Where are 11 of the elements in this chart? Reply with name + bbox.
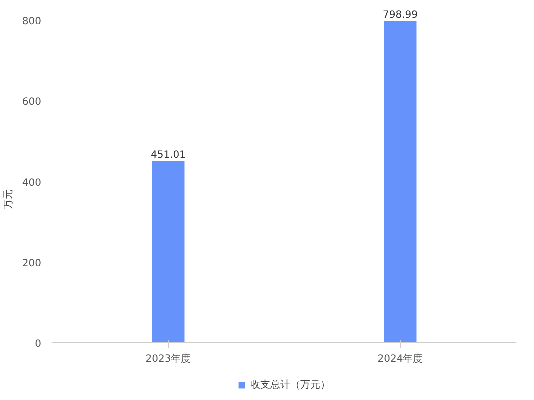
y-tick-label: 200	[22, 258, 42, 270]
y-axis-title: 万元	[3, 190, 14, 210]
data-label: 451.01	[151, 150, 186, 162]
legend-label: 收支总计（万元）	[250, 378, 330, 392]
y-tick-label: 400	[22, 178, 42, 189]
data-label: 798.99	[383, 10, 418, 22]
y-tick-label: 600	[22, 97, 42, 108]
y-tick-label: 800	[22, 16, 42, 28]
x-tick-label: 2023年度	[146, 352, 192, 365]
y-tick-label: 0	[35, 338, 42, 350]
x-tick-label: 2024年度	[378, 352, 424, 365]
